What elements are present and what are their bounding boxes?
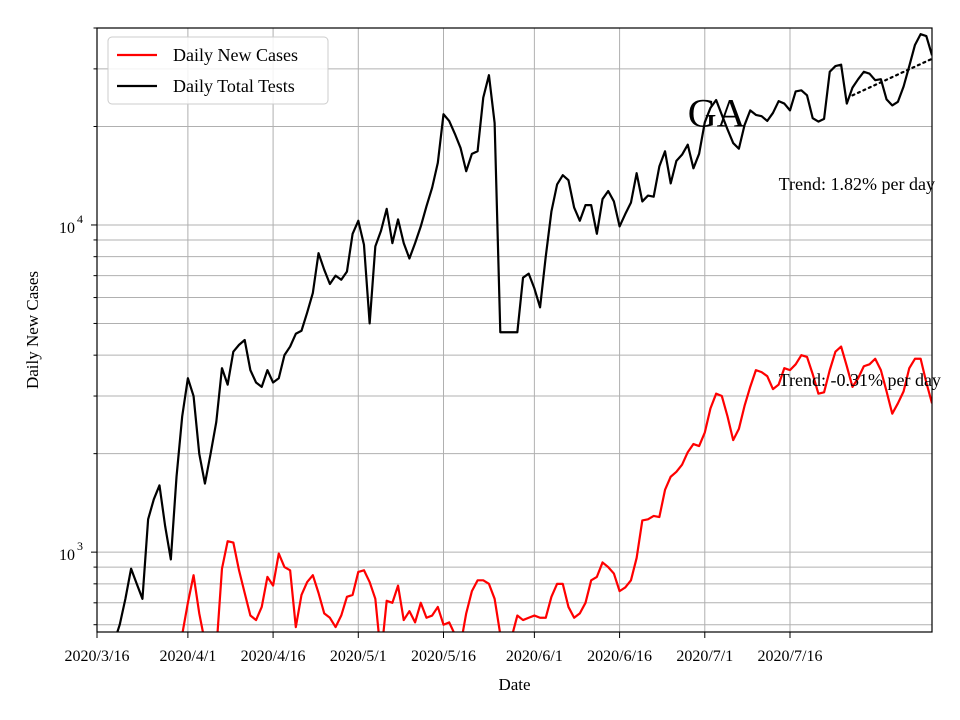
chart-title: GA bbox=[688, 90, 746, 135]
x-tick-label: 2020/4/1 bbox=[159, 648, 216, 665]
y-tick-label: 10 bbox=[59, 547, 75, 564]
legend-label-daily-new-cases: Daily New Cases bbox=[173, 45, 298, 65]
y-tick-label-exponent: 4 bbox=[77, 212, 83, 226]
trend-annotation: Trend: 1.82% per day bbox=[779, 174, 935, 194]
x-axis-label: Date bbox=[498, 675, 530, 694]
legend: Daily New Cases Daily Total Tests bbox=[107, 36, 329, 105]
plot-area bbox=[116, 33, 932, 632]
y-tick-label: 10 bbox=[59, 220, 75, 237]
x-tick-label: 2020/5/16 bbox=[411, 648, 476, 665]
x-tick-label: 2020/3/16 bbox=[65, 648, 130, 665]
x-tick-label: 2020/7/16 bbox=[758, 648, 823, 665]
trend-annotation: Trend: -0.31% per day bbox=[779, 370, 941, 390]
x-tick-label: 2020/6/16 bbox=[587, 648, 652, 665]
x-tick-label: 2020/5/1 bbox=[330, 648, 387, 665]
series-line-daily-total-tests bbox=[116, 33, 932, 632]
y-axis-label: Daily New Cases bbox=[23, 271, 42, 389]
series-layer bbox=[116, 33, 932, 632]
x-tick-label: 2020/4/16 bbox=[241, 648, 306, 665]
x-tick-label: 2020/6/1 bbox=[506, 648, 563, 665]
series-line-daily-new-cases bbox=[181, 345, 932, 632]
y-tick-label-exponent: 3 bbox=[77, 539, 83, 553]
axes-frame bbox=[96, 27, 933, 633]
x-tick-label: 2020/7/1 bbox=[676, 648, 733, 665]
trend-line bbox=[851, 57, 932, 97]
ticks: 2020/3/16 2020/4/1 2020/4/16 2020/5/1 2020/5… bbox=[59, 27, 823, 665]
legend-box bbox=[107, 36, 329, 105]
legend-label-daily-total-tests: Daily Total Tests bbox=[173, 76, 295, 96]
trend-layer bbox=[851, 57, 932, 97]
annotations: GA Trend: 1.82% per day Trend: -0.31% per … bbox=[688, 90, 941, 389]
